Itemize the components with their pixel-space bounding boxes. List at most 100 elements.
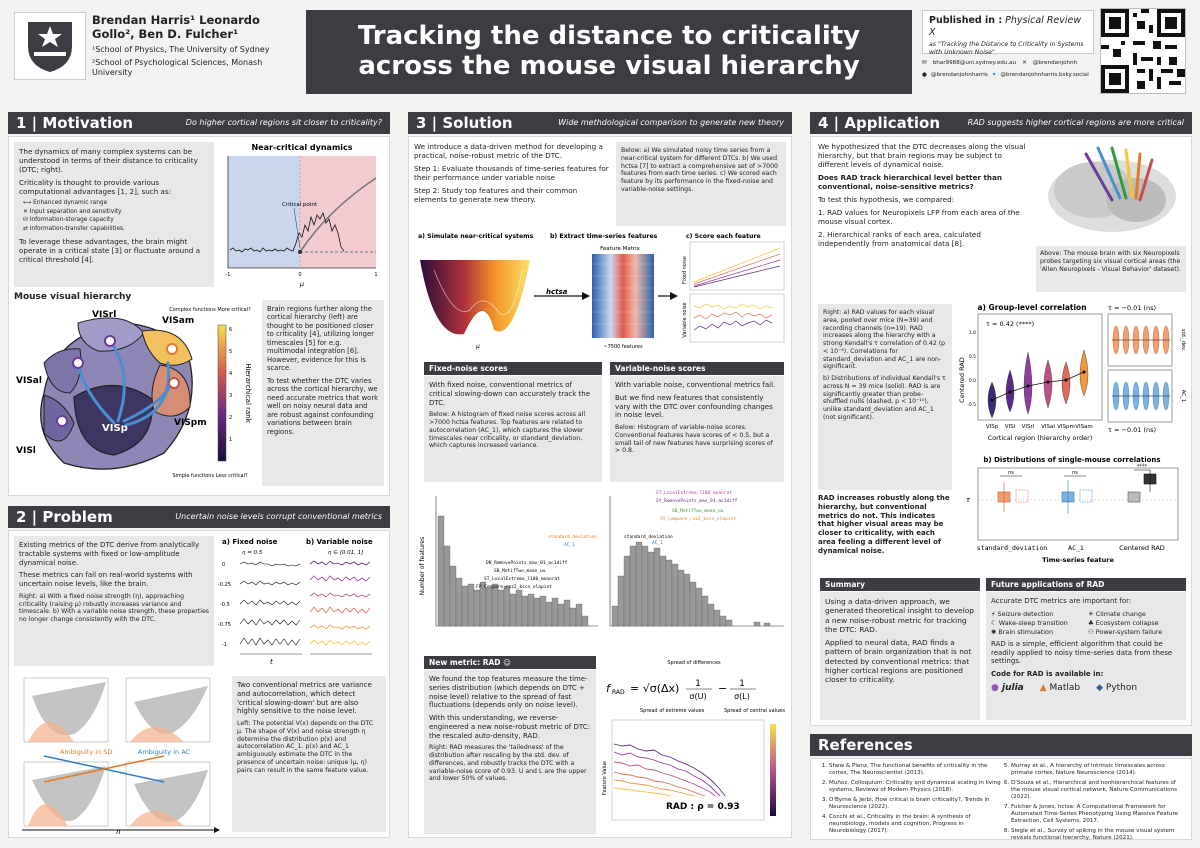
variable-noise-header: Variable-noise scores — [610, 362, 784, 376]
ambiguity-text: Two conventional metrics are variance an… — [232, 676, 386, 832]
pipeline-figure: a) Simulate near-critical systems b) Ext… — [414, 230, 788, 354]
email-icon: ✉ — [922, 60, 927, 66]
svg-text:ST_LocalExtrema_l100_meanrat: ST_LocalExtrema_l100_meanrat — [656, 490, 732, 496]
university-logo — [14, 12, 86, 80]
future-p1: Accurate DTC metrics are important for: — [991, 597, 1132, 605]
matlab-icon: ▲ — [1039, 682, 1047, 693]
svg-text:η = 0.5: η = 0.5 — [242, 550, 263, 556]
simple-label: Simple functions Less critical? — [172, 473, 248, 479]
svg-text:0: 0 — [298, 272, 301, 278]
tau-ac1: τ = −0.01 (ns) — [1108, 426, 1156, 434]
hist-ylabel: Number of features — [419, 537, 426, 596]
publication-box: Published in : Physical Review X as "Tra… — [922, 10, 1094, 98]
references-list: Shew & Plenz, The functional benefits of… — [819, 763, 1183, 842]
fixed-noise-text: With fixed noise, conventional metrics o… — [424, 376, 602, 482]
rad-formula: Spread of differences f RAD = √σ(Δx) 1 σ… — [600, 656, 788, 716]
svg-text:SY_RemovePoints_max_01_ac1diff: SY_RemovePoints_max_01_ac1diff — [656, 498, 738, 504]
section-1-header: 1 | Motivation Do higher cortical region… — [8, 112, 390, 134]
hierarchy-p2: To test whether the DTC varies across th… — [267, 376, 379, 436]
section-4-header: 4 | Application RAD suggests higher cort… — [810, 112, 1192, 134]
qr-code[interactable] — [1100, 8, 1186, 94]
app-list-1: 1. RAD values for Neuropixels LFP from e… — [818, 208, 1020, 226]
svg-text:-0.25: -0.25 — [218, 582, 231, 588]
section-4-subtitle: RAD suggests higher cortical regions are… — [967, 118, 1184, 127]
section-2-title: 2 | Problem — [16, 507, 113, 526]
near-critical-plot: Near-critical dynamics Critical point -1… — [218, 140, 386, 290]
application-intro: We hypothesized that the DTC decreases a… — [818, 142, 1030, 298]
area-visrl: VISrl — [92, 310, 116, 320]
svg-text:SY_Compare_rzz2_kscn_olapint: SY_Compare_rzz2_kscn_olapint — [660, 516, 736, 522]
svg-text:ns: ns — [1008, 470, 1014, 476]
svg-text:Centered RAD: Centered RAD — [1119, 544, 1165, 552]
section-3-header: 3 | Solution Wide methdological comparis… — [408, 112, 792, 134]
svg-text:1: 1 — [739, 679, 745, 689]
area-visp: VISp — [102, 423, 128, 434]
applications-list: ⚡ Seizure detection ☀ Climate change ☾ W… — [991, 610, 1181, 636]
app-p1: We hypothesized that the DTC decreases a… — [818, 142, 1026, 169]
references-header: References — [810, 734, 1192, 756]
svg-text:DN_RemovePoints_max_01_ac1diff: DN_RemovePoints_max_01_ac1diff — [486, 560, 568, 566]
reference-item: Cocchi et al., Criticality in the brain:… — [829, 814, 1001, 835]
svg-text:VISam: VISam — [1075, 424, 1093, 430]
julia-link[interactable]: ● julia — [991, 682, 1024, 693]
app-item: ⚇ Power-system failure — [1088, 627, 1163, 636]
area-visam: VISam — [162, 316, 194, 326]
n-features-label: ~7500 features — [603, 344, 643, 350]
reference-item: Shew & Plenz, The functional benefits of… — [829, 763, 1001, 777]
svg-text:VISl: VISl — [1005, 424, 1016, 430]
svg-text:Variable noise: Variable noise — [682, 302, 688, 337]
gb-title: b) Distributions of single-mouse correla… — [983, 456, 1160, 464]
ambiguity-p1: Two conventional metrics are variance an… — [237, 681, 372, 716]
svg-text:σ(U): σ(U) — [689, 692, 706, 701]
hierarchy-text: Brain regions further along the cortical… — [262, 300, 384, 486]
svg-text:3: 3 — [229, 393, 232, 399]
svg-text:τ: τ — [966, 496, 971, 504]
python-icon: ◆ — [1096, 682, 1104, 693]
area-visal: VISal — [16, 376, 42, 386]
app-p2: Does RAD track hierarchical level better… — [818, 173, 1003, 191]
ga-xlabel: Cortical region (hierarchy order) — [988, 434, 1093, 442]
svg-text:4: 4 — [229, 371, 232, 377]
svg-text:VISp: VISp — [986, 424, 999, 430]
svg-text:0: 0 — [222, 562, 225, 568]
rad-p2: With this understanding, we reverse-engi… — [429, 714, 590, 740]
spread-ext-label: Spread of extreme values — [640, 708, 705, 714]
journal-name[interactable]: Physical Review X — [929, 15, 1082, 38]
python-link[interactable]: ◆ Python — [1096, 682, 1138, 693]
handle-1[interactable]: @brendanjohnh — [1032, 60, 1078, 66]
problem-text: Existing metrics of the DTC derive from … — [14, 536, 214, 666]
crest-icon — [28, 22, 72, 72]
matlab-link[interactable]: ▲ Matlab — [1039, 682, 1081, 693]
svg-text:standard_deviation: standard_deviation — [624, 534, 673, 540]
solution-intro: We introduce a data-driven method for de… — [414, 142, 610, 226]
advantage-item: ⇄ Information-transfer capabilities. — [23, 226, 125, 233]
results-conclusion: RAD increases robustly along the hierarc… — [818, 494, 952, 574]
published-as: as "Tracking the Distance to Criticality… — [929, 40, 1084, 56]
gb-xlabel: Time-series feature — [1042, 556, 1114, 564]
sunglasses-icon: ☺ — [503, 658, 511, 667]
svg-text:VISpm: VISpm — [1057, 424, 1075, 430]
app-p3: To test this hypothesis, we compared: — [818, 195, 955, 204]
seizure-icon: ⚡ — [991, 609, 996, 618]
future-p2: RAD is a simple, efficient algorithm tha… — [991, 639, 1173, 666]
advantage-list: ⟷ Enhanced dynamic range ✕ Input separat… — [23, 200, 209, 233]
handle-3[interactable]: @brendanjohnharris.bsky.social — [1000, 71, 1089, 78]
handle-2[interactable]: @brendanjohnharris — [930, 71, 988, 78]
svg-text:1.0: 1.0 — [969, 330, 976, 336]
references-title: References — [818, 735, 913, 754]
svg-text:1: 1 — [229, 437, 232, 443]
advantage-item: ⟷ Enhanced dynamic range — [23, 200, 108, 206]
svg-text:-0.5: -0.5 — [220, 602, 230, 608]
brain-map: VISrl VISam VISal VISp VISpm VISl Comple… — [16, 307, 252, 479]
feature-matrix-label: Feature Matrix — [600, 246, 641, 252]
rank-label: Hierarchical rank — [244, 363, 252, 424]
svg-text:std._dev.: std._dev. — [1180, 329, 1186, 352]
svg-text:AC_1: AC_1 — [564, 542, 575, 548]
email-link[interactable]: bhar9988@uni.sydney.edu.au — [932, 60, 1017, 66]
fixed-noise-title: a) Fixed noise — [222, 538, 278, 546]
svg-text:AC_1: AC_1 — [1180, 390, 1186, 403]
motivation-text: The dynamics of many complex systems can… — [14, 142, 214, 287]
svg-text:μ: μ — [475, 343, 480, 350]
svg-text:-1: -1 — [226, 272, 231, 278]
motivation-p3: To leverage these advantages, the brain … — [19, 237, 201, 265]
